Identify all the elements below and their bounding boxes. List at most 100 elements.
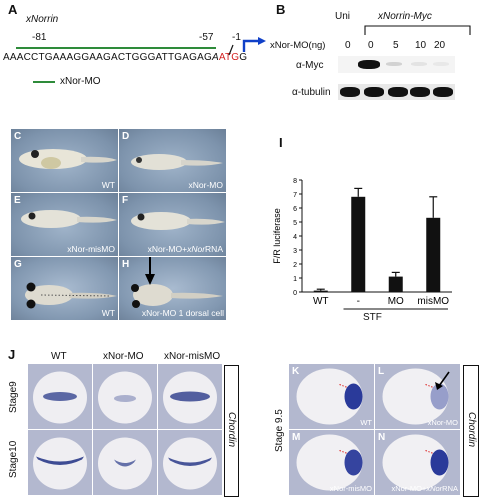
dose-5: 5 (393, 40, 399, 51)
embryo-j-r0-c1 (92, 363, 158, 430)
group-bracket (364, 25, 471, 35)
tubulin-band-1 (340, 87, 360, 97)
embryo-svg (163, 371, 217, 424)
panel-f-label-c: RNA (205, 244, 223, 254)
panel-g-letter: G (14, 259, 22, 270)
x-tick-label-3: misMO (417, 296, 449, 307)
stf-label: STF (363, 312, 382, 323)
panel-l-letter: L (378, 366, 385, 377)
panel-b-letter: B (276, 2, 286, 17)
tubulin-blot (338, 84, 455, 100)
chordin-label-j: Chordin (226, 412, 237, 448)
photo-d: D xNor-MO (118, 128, 227, 193)
row-stage10: Stage10 (8, 440, 19, 478)
panel-e-label: xNor-misMO (67, 244, 115, 254)
col-xnor-mismo: xNor-misMO (164, 351, 221, 362)
y-tick-label: 7 (293, 192, 297, 199)
photo-e: E xNor-misMO (10, 192, 119, 257)
myc-band-20 (433, 62, 449, 66)
tubulin-band-4 (410, 87, 430, 97)
panel-c-label: WT (101, 180, 115, 190)
tubulin-band-2 (364, 87, 384, 97)
embryo-j-r0-c0 (27, 363, 93, 430)
tubulin-band-3 (388, 87, 408, 97)
panel-d-letter: D (122, 131, 130, 142)
tadpole-f (131, 212, 225, 230)
bar-0 (313, 290, 328, 292)
tadpole-d (131, 154, 223, 170)
embryo-svg (163, 437, 217, 490)
mo-legend-label: xNor-MO (60, 76, 101, 87)
tadpole-c (19, 149, 117, 169)
gene-name: xNorrin (26, 14, 59, 25)
bar-2 (388, 276, 403, 292)
panel-f-letter: F (122, 195, 129, 206)
embryo-svg (296, 368, 363, 425)
col-wt: WT (51, 351, 67, 362)
embryo-svg (296, 434, 363, 491)
myc-blot (338, 56, 455, 73)
panel-f-label-b: xNor (187, 244, 206, 254)
arrow-down-icon (145, 257, 155, 285)
tubulin-row-label: α-tubulin (292, 87, 331, 98)
x-tick-label-1: - (357, 296, 360, 307)
photo-h: H xNor-MO 1 dorsal cell (118, 256, 227, 321)
embryo-svg (33, 371, 87, 424)
start-codon: ATG (218, 52, 240, 63)
cut-mark-icon (228, 44, 234, 56)
luciferase-chart: 0 1 2 3 4 5 6 7 8 F/R luciferase WT - MO misMO (272, 178, 452, 310)
y-tick-label: 2 (293, 262, 297, 269)
sequence-tail: A (211, 52, 219, 63)
y-tick-label: 6 (293, 206, 297, 213)
pos-minus1: -1 (232, 32, 241, 43)
dose-0b: 0 (368, 40, 374, 51)
panel-a-letter: A (8, 2, 18, 17)
uni-label: Uni (335, 11, 351, 22)
row-stage9: Stage9 (8, 381, 19, 413)
dose-20: 20 (434, 40, 446, 51)
panel-e-letter: E (14, 195, 21, 206)
panel-l-label: xNor-MO (427, 418, 458, 427)
embryo-k: K WT (288, 363, 375, 430)
tadpole-e (21, 210, 117, 228)
chordin-box-k: Chordin (463, 365, 479, 497)
y-axis-label: F/R luciferase (272, 208, 282, 264)
embryo-svg (98, 437, 152, 490)
mo-target-line (16, 47, 216, 49)
photo-g: G WT (10, 256, 119, 321)
embryo-svg (382, 368, 450, 425)
panel-k-letter: K (292, 366, 300, 377)
photo-c: C WT (10, 128, 119, 193)
sequence-main: AAACCTGAAAGGAAGACTGGGATTGAGAG (3, 52, 212, 63)
panel-h-letter: H (122, 259, 130, 270)
panel-k-label: WT (360, 418, 372, 427)
panel-h-label: xNor-MO 1 dorsal cell (141, 308, 224, 318)
embryo-j-r1-c1 (92, 429, 158, 496)
embryo-j-r1-c0 (27, 429, 93, 496)
stage95-label: Stage 9.5 (274, 409, 285, 452)
panel-c-letter: C (14, 131, 22, 142)
panel-m-label: xNor-misMO (329, 484, 372, 493)
y-tick-label: 5 (293, 220, 297, 227)
embryo-j-r0-c2 (157, 363, 223, 430)
pos-minus81: -81 (32, 32, 47, 43)
embryo-svg (382, 434, 449, 491)
bar-3 (426, 217, 441, 292)
panel-j-letter: J (8, 347, 16, 362)
y-tick-label: 8 (293, 178, 297, 185)
embryo-j-r1-c2 (157, 429, 223, 496)
photo-f: F xNor-MO+xNorRNA (118, 192, 227, 257)
panel-f-label: xNor-MO+xNorRNA (148, 244, 223, 254)
tubulin-band-5 (433, 87, 453, 97)
panel-f-label-a: xNor-MO+ (147, 244, 188, 254)
panel-g-label: WT (101, 308, 115, 318)
y-tick-label: 3 (293, 248, 297, 255)
embryo-svg (33, 437, 87, 490)
pos-minus57: -57 (199, 32, 214, 43)
x-tick-label-2: MO (388, 296, 404, 307)
dose-label: xNor-MO(ng) (270, 40, 326, 51)
sequence: AAACCTGAAAGGAAGACTGGGATTGAGAGAATGG (3, 52, 247, 63)
